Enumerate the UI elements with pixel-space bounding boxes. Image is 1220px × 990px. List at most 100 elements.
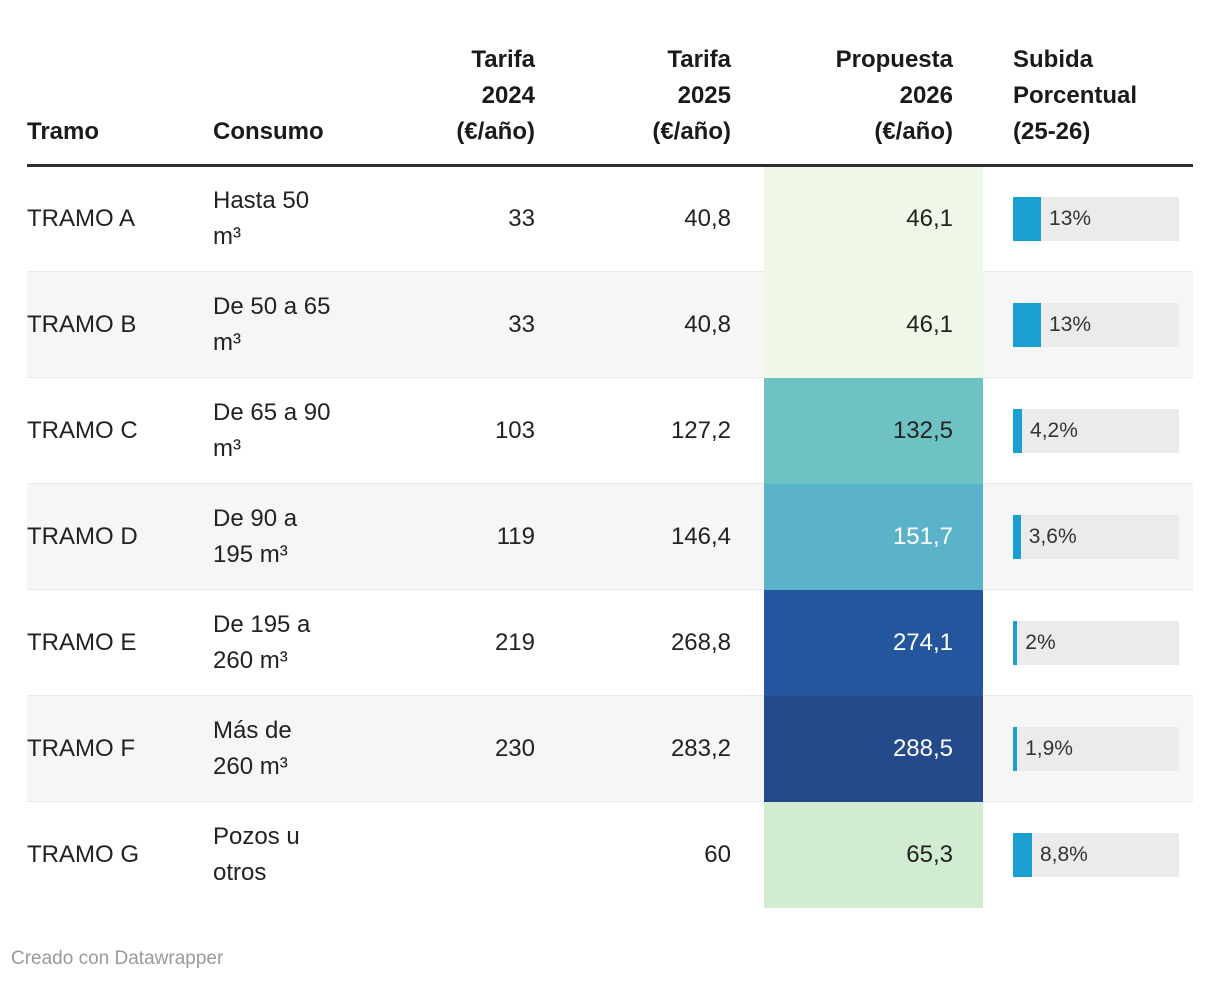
tarifa-2025-value: 40,8 (684, 310, 731, 338)
tarifa-2024-cell: 33 (363, 271, 545, 378)
table-header-row: Tramo Consumo Tarifa 2024 (€/año) Tarifa… (27, 0, 1193, 167)
propuesta-2026-value: 46,1 (906, 310, 953, 338)
subida-bar-track: 13% (1013, 197, 1179, 241)
tramo-label: TRAMO G (27, 840, 139, 868)
tarifa-2024-value: 33 (508, 310, 535, 338)
tarifa-2024-cell: 33 (363, 166, 545, 272)
propuesta-2026-cell: 46,1 (764, 165, 983, 272)
consumo-label: Hasta 50 m³ (213, 187, 310, 250)
tramo-cell: TRAMO F (27, 695, 213, 802)
tarifa-2025-cell: 283,2 (545, 695, 764, 802)
subida-bar (1013, 302, 1042, 347)
subida-cell: 8,8% (983, 801, 1193, 908)
consumo-label: De 65 a 90 m³ (213, 398, 331, 462)
consumo-cell: De 90 a 195 m³ (213, 483, 363, 590)
propuesta-2026-value: 132,5 (892, 416, 953, 444)
subida-cell: 1,9% (983, 695, 1193, 802)
tramo-label: TRAMO B (27, 310, 137, 338)
propuesta-2026-cell: 288,5 (764, 695, 983, 802)
tarifa-2025-value: 146,4 (670, 522, 731, 550)
tarifa-2024-cell: 230 (363, 695, 545, 802)
subida-bar-track: 1,9% (1013, 726, 1179, 771)
tariff-table: Tramo Consumo Tarifa 2024 (€/año) Tarifa… (27, 0, 1193, 908)
table-row: TRAMO G Pozos u otros 60 65,3 8,8% (27, 801, 1193, 908)
subida-cell: 4,2% (983, 377, 1193, 484)
table-row: TRAMO A Hasta 50 m³ 33 40,8 46,1 13% (27, 165, 1193, 272)
propuesta-2026-cell: 274,1 (764, 589, 983, 696)
table-row: TRAMO E De 195 a 260 m³ 219 268,8 274,1 … (27, 589, 1193, 696)
column-header-tarifa-2025: Tarifa 2025 (€/año) (545, 0, 764, 167)
tarifa-2024-cell: 219 (363, 589, 545, 696)
subida-bar (1013, 514, 1021, 559)
tramo-cell: TRAMO G (27, 801, 213, 908)
subida-bar (1013, 408, 1023, 453)
tramo-label: TRAMO A (27, 205, 136, 232)
table-row: TRAMO B De 50 a 65 m³ 33 40,8 46,1 13% (27, 271, 1193, 378)
subida-cell: 13% (983, 166, 1193, 272)
tarifa-2025-cell: 40,8 (545, 166, 764, 272)
subida-bar-track: 2% (1013, 620, 1179, 665)
propuesta-2026-value: 151,7 (892, 522, 953, 550)
subida-bar-label: 1,9% (1025, 736, 1073, 760)
subida-bar-label: 3,6% (1028, 524, 1077, 548)
datawrapper-attribution[interactable]: Creado con Datawrapper (11, 948, 224, 969)
tarifa-2025-cell: 268,8 (545, 589, 764, 696)
consumo-label: Pozos u otros (213, 822, 300, 886)
column-header-tramo: Tramo (27, 0, 213, 167)
tarifa-2025-cell: 127,2 (545, 377, 764, 484)
propuesta-2026-value: 288,5 (892, 734, 953, 762)
propuesta-2026-cell: 132,5 (764, 377, 983, 484)
propuesta-2026-cell: 151,7 (764, 483, 983, 590)
consumo-label: De 90 a 195 m³ (213, 504, 298, 568)
tarifa-2025-value: 283,2 (670, 734, 731, 762)
subida-bar (1013, 726, 1018, 771)
subida-bar-track: 3,6% (1013, 514, 1179, 559)
consumo-cell: Más de 260 m³ (213, 695, 363, 802)
tarifa-2024-value: 230 (494, 734, 535, 762)
tarifa-2024-value: 219 (494, 628, 535, 656)
subida-bar-track: 4,2% (1013, 408, 1179, 453)
column-header-subida-porcentual: Subida Porcentual (25-26) (983, 0, 1193, 167)
consumo-label: Más de 260 m³ (213, 716, 292, 780)
propuesta-2026-value: 46,1 (906, 205, 953, 233)
tramo-cell: TRAMO A (27, 166, 213, 272)
subida-bar-label: 8,8% (1039, 842, 1088, 866)
table-row: TRAMO F Más de 260 m³ 230 283,2 288,5 1,… (27, 695, 1193, 802)
table-row: TRAMO C De 65 a 90 m³ 103 127,2 132,5 4,… (27, 377, 1193, 484)
subida-bar-label: 4,2% (1030, 418, 1078, 442)
tarifa-2025-cell: 60 (545, 801, 764, 908)
tarifa-2024-value: 119 (496, 522, 535, 550)
propuesta-2026-cell: 46,1 (764, 271, 983, 378)
tramo-cell: TRAMO B (27, 271, 213, 378)
consumo-label: De 195 a 260 m³ (213, 610, 311, 674)
tarifa-2025-value: 40,8 (684, 205, 731, 232)
tarifa-2025-value: 60 (704, 840, 731, 868)
consumo-cell: Pozos u otros (213, 801, 363, 908)
tramo-label: TRAMO F (27, 734, 135, 762)
consumo-cell: Hasta 50 m³ (213, 166, 363, 272)
tramo-cell: TRAMO C (27, 377, 213, 484)
subida-bar-label: 13% (1049, 207, 1092, 230)
subida-bar-track: 8,8% (1013, 832, 1179, 877)
tramo-label: TRAMO D (27, 522, 138, 550)
subida-cell: 2% (983, 589, 1193, 696)
tramo-cell: TRAMO E (27, 589, 213, 696)
subida-bar-label: 2% (1025, 630, 1056, 654)
subida-cell: 13% (983, 271, 1193, 378)
subida-bar-label: 13% (1049, 312, 1092, 336)
tarifa-2024-cell: 119 (363, 483, 545, 590)
tarifa-2024-value: 103 (494, 416, 535, 444)
propuesta-2026-value: 65,3 (906, 840, 953, 868)
tarifa-2025-value: 127,2 (670, 416, 731, 444)
tarifa-2024-value: 33 (508, 205, 535, 232)
propuesta-2026-cell: 65,3 (764, 801, 983, 908)
subida-bar (1013, 197, 1042, 241)
tramo-label: TRAMO C (27, 416, 138, 444)
tarifa-2024-cell (363, 801, 545, 908)
tramo-label: TRAMO E (27, 628, 137, 656)
subida-cell: 3,6% (983, 483, 1193, 590)
consumo-cell: De 65 a 90 m³ (213, 377, 363, 484)
consumo-cell: De 195 a 260 m³ (213, 589, 363, 696)
column-header-consumo: Consumo (213, 0, 363, 167)
